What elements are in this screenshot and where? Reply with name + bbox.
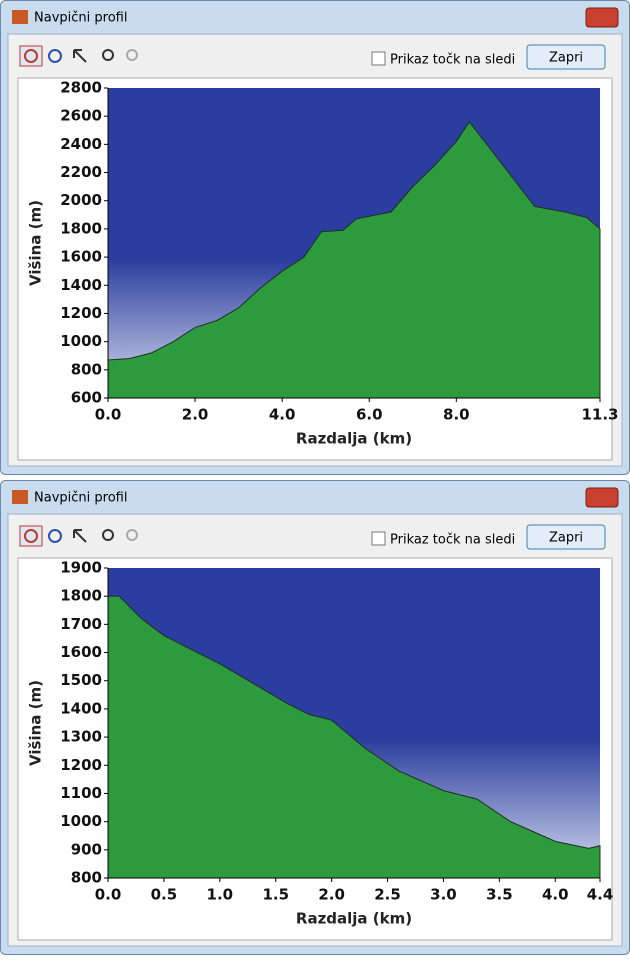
x-axis-title: Razdalja (km) bbox=[296, 430, 412, 448]
app-icon bbox=[12, 10, 28, 24]
tool-icon[interactable] bbox=[48, 529, 62, 543]
terrain-area bbox=[107, 595, 601, 879]
x-tick-label: 1.5 bbox=[262, 886, 289, 904]
window: Navpični profil Prikaz točk na sledi Zapri… bbox=[0, 480, 630, 955]
y-tick-label: 800 bbox=[71, 360, 102, 378]
y-tick-label: 1100 bbox=[60, 784, 102, 802]
x-tick-label: 4.0 bbox=[269, 406, 296, 424]
x-tick-label: 4.4 bbox=[587, 886, 614, 904]
zoom-out[interactable] bbox=[126, 529, 138, 541]
x-tick-label: 2.5 bbox=[374, 886, 401, 904]
terrain-area bbox=[107, 120, 601, 399]
y-tick-label: 1200 bbox=[60, 756, 102, 774]
zoom-out[interactable] bbox=[126, 49, 138, 61]
tool-icon[interactable] bbox=[73, 529, 87, 543]
y-tick-label: 1600 bbox=[60, 643, 102, 661]
window-title: Navpični profil bbox=[34, 11, 127, 26]
x-axis-title: Razdalja (km) bbox=[296, 910, 412, 928]
tool-icon[interactable] bbox=[48, 49, 62, 63]
button-label: Zapri bbox=[549, 531, 583, 546]
y-tick-label: 1800 bbox=[60, 587, 102, 605]
checkbox-label: Prikaz točk na sledi bbox=[390, 533, 515, 548]
y-tick-label: 1700 bbox=[60, 615, 102, 633]
y-tick-label: 1800 bbox=[60, 219, 102, 237]
tool-icon bbox=[24, 49, 38, 63]
x-tick-label: 3.5 bbox=[486, 886, 513, 904]
zoom-in[interactable] bbox=[102, 49, 114, 61]
x-tick-label: 11.3 bbox=[581, 406, 618, 424]
window: Navpični profil Prikaz točk na sledi Zapri… bbox=[0, 0, 630, 475]
y-tick-label: 1900 bbox=[60, 559, 102, 577]
checkbox-label: Prikaz točk na sledi bbox=[390, 53, 515, 68]
y-tick-label: 2000 bbox=[60, 191, 102, 209]
x-tick-label: 1.0 bbox=[207, 886, 234, 904]
tool-button[interactable] bbox=[19, 525, 43, 547]
y-tick-label: 1500 bbox=[60, 671, 102, 689]
close-button[interactable] bbox=[585, 7, 619, 28]
close-dialog-button[interactable] bbox=[526, 44, 606, 70]
y-tick-label: 1600 bbox=[60, 248, 102, 266]
y-axis-title: Višina (m) bbox=[27, 200, 45, 286]
tool-button[interactable] bbox=[19, 45, 43, 67]
y-tick-label: 2600 bbox=[60, 107, 102, 125]
y-tick-label: 1000 bbox=[60, 812, 102, 830]
y-tick-label: 1400 bbox=[60, 699, 102, 717]
y-tick-label: 2800 bbox=[60, 79, 102, 97]
window-title: Navpični profil bbox=[34, 491, 127, 506]
y-axis-title: Višina (m) bbox=[27, 680, 45, 766]
x-tick-label: 4.0 bbox=[542, 886, 569, 904]
close-dialog-button[interactable] bbox=[526, 524, 606, 550]
tool-icon bbox=[24, 529, 38, 543]
x-tick-label: 8.0 bbox=[443, 406, 470, 424]
checkbox[interactable] bbox=[371, 531, 386, 546]
y-tick-label: 900 bbox=[71, 840, 102, 858]
y-tick-label: 1300 bbox=[60, 728, 102, 746]
x-tick-label: 0.0 bbox=[95, 886, 122, 904]
y-tick-label: 2200 bbox=[60, 163, 102, 181]
x-tick-label: 2.0 bbox=[182, 406, 209, 424]
close-button[interactable] bbox=[585, 487, 619, 508]
app-icon bbox=[12, 490, 28, 504]
y-tick-label: 2400 bbox=[60, 135, 102, 153]
y-tick-label: 800 bbox=[71, 869, 102, 887]
y-tick-label: 1000 bbox=[60, 332, 102, 350]
y-tick-label: 1400 bbox=[60, 276, 102, 294]
x-tick-label: 6.0 bbox=[356, 406, 383, 424]
zoom-in[interactable] bbox=[102, 529, 114, 541]
x-tick-label: 3.0 bbox=[430, 886, 457, 904]
x-tick-label: 2.0 bbox=[318, 886, 345, 904]
y-tick-label: 1200 bbox=[60, 304, 102, 322]
tool-icon[interactable] bbox=[73, 49, 87, 63]
x-tick-label: 0.0 bbox=[95, 406, 122, 424]
button-label: Zapri bbox=[549, 51, 583, 66]
y-tick-label: 600 bbox=[71, 389, 102, 407]
x-tick-label: 0.5 bbox=[151, 886, 178, 904]
checkbox[interactable] bbox=[371, 51, 386, 66]
